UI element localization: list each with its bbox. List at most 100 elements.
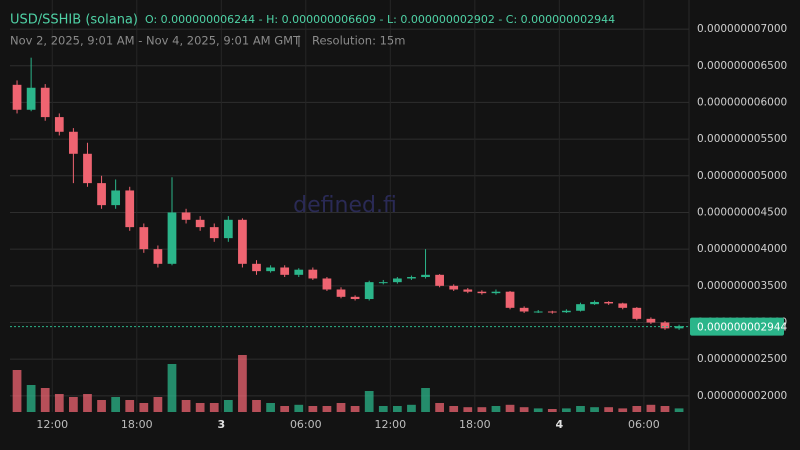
volume-bar	[54, 394, 64, 412]
volume-bar	[463, 407, 473, 412]
candle-body	[604, 301, 614, 304]
volume-bar	[576, 406, 585, 412]
candle-body	[449, 285, 459, 290]
candle-body	[111, 190, 121, 206]
volume-bar	[97, 400, 106, 412]
x-tick-label: 18:00	[121, 418, 153, 431]
volume-bar	[491, 406, 501, 412]
x-tick-label: 4	[556, 418, 564, 431]
volume-bar	[153, 397, 163, 412]
volume-bar	[83, 394, 92, 412]
candle-body	[195, 219, 205, 228]
volume-bar	[435, 403, 444, 412]
chart-title: USD/SSHIB (solana)	[10, 13, 138, 28]
separator: |	[297, 34, 301, 48]
candle-body	[435, 274, 444, 286]
candle-body	[69, 131, 78, 154]
volume-bar	[294, 404, 304, 412]
volume-bar	[421, 388, 430, 412]
volume-bar	[378, 406, 388, 412]
labels: 0.0000000020000.0000000025000.0000000030…	[10, 23, 788, 431]
volume-bar	[350, 406, 360, 412]
candle-body	[238, 219, 247, 264]
volume-bar	[674, 408, 684, 412]
candle-body	[674, 326, 684, 329]
candle-body	[364, 282, 374, 300]
volume-bar	[364, 391, 374, 412]
candle-body	[280, 267, 290, 275]
volume-bar	[505, 404, 515, 412]
y-tick-label: 0.000000002500	[697, 353, 787, 365]
candle-body	[477, 291, 487, 294]
candle-body	[505, 291, 515, 308]
volume-bar	[209, 403, 219, 412]
candle-body	[40, 87, 50, 118]
x-tick-label: 12:00	[374, 418, 406, 431]
volume-bar	[618, 408, 628, 412]
volume-bar	[533, 408, 543, 412]
candle-body	[576, 304, 585, 311]
volume-bar	[407, 404, 416, 412]
volume-bar	[562, 408, 571, 412]
y-tick-label: 0.000000005500	[697, 133, 787, 145]
candle-body	[407, 277, 416, 279]
volume-bar	[266, 403, 275, 412]
candle-body	[97, 183, 106, 206]
y-tick-label: 0.000000006000	[697, 96, 787, 108]
volume-bar	[519, 407, 529, 412]
x-tick-label: 3	[217, 418, 225, 431]
volume-bar	[280, 406, 290, 412]
candle-body	[308, 269, 318, 279]
volume-bar	[449, 406, 459, 412]
volume-bar	[12, 370, 22, 412]
volume-bar	[40, 388, 50, 412]
last-price-box	[690, 317, 784, 336]
volume-bar	[660, 406, 670, 412]
y-tick-label: 0.000000005000	[697, 170, 787, 182]
candle-body	[618, 303, 628, 308]
candle-body	[547, 311, 557, 313]
candle-body	[153, 249, 163, 264]
candle-body	[139, 227, 149, 250]
volume-bar	[477, 407, 487, 412]
volume-bar	[308, 406, 318, 412]
volume-bar	[223, 400, 233, 412]
candle-body	[632, 307, 642, 319]
candle-body	[562, 310, 571, 313]
candle-body	[209, 227, 219, 239]
x-tick-label: 18:00	[459, 418, 491, 431]
price-axis	[689, 0, 800, 450]
volume-bar	[632, 406, 642, 412]
watermark: defined.fi	[293, 193, 397, 218]
candle-body	[463, 289, 473, 292]
volume-bars	[12, 355, 684, 412]
candle-body	[491, 291, 501, 294]
volume-bar	[181, 400, 191, 412]
x-tick-label: 06:00	[290, 418, 322, 431]
volume-bar	[195, 403, 205, 412]
y-tick-label: 0.000000004000	[697, 243, 787, 255]
candle-body	[266, 267, 275, 272]
volume-bar	[111, 397, 121, 412]
volume-bar	[252, 400, 261, 412]
candle-body	[519, 307, 529, 312]
candle-body	[533, 311, 543, 313]
x-tick-label: 06:00	[628, 418, 660, 431]
volume-bar	[167, 364, 177, 412]
volume-bar	[646, 404, 656, 412]
candle-body	[294, 269, 304, 275]
volume-bar	[322, 406, 332, 412]
grid	[10, 0, 689, 412]
candle-body	[350, 296, 360, 300]
volume-bar	[336, 403, 346, 412]
volume-bar	[392, 406, 402, 412]
candle-body	[12, 84, 22, 110]
y-tick-label: 0.000000006500	[697, 60, 787, 72]
volume-bar	[69, 397, 78, 412]
ohlc-summary: O: 0.000000006244 - H: 0.000000006609 - …	[145, 13, 615, 26]
volume-bar	[26, 385, 36, 412]
resolution: Resolution: 15m	[312, 34, 405, 48]
candle-body	[125, 190, 135, 228]
